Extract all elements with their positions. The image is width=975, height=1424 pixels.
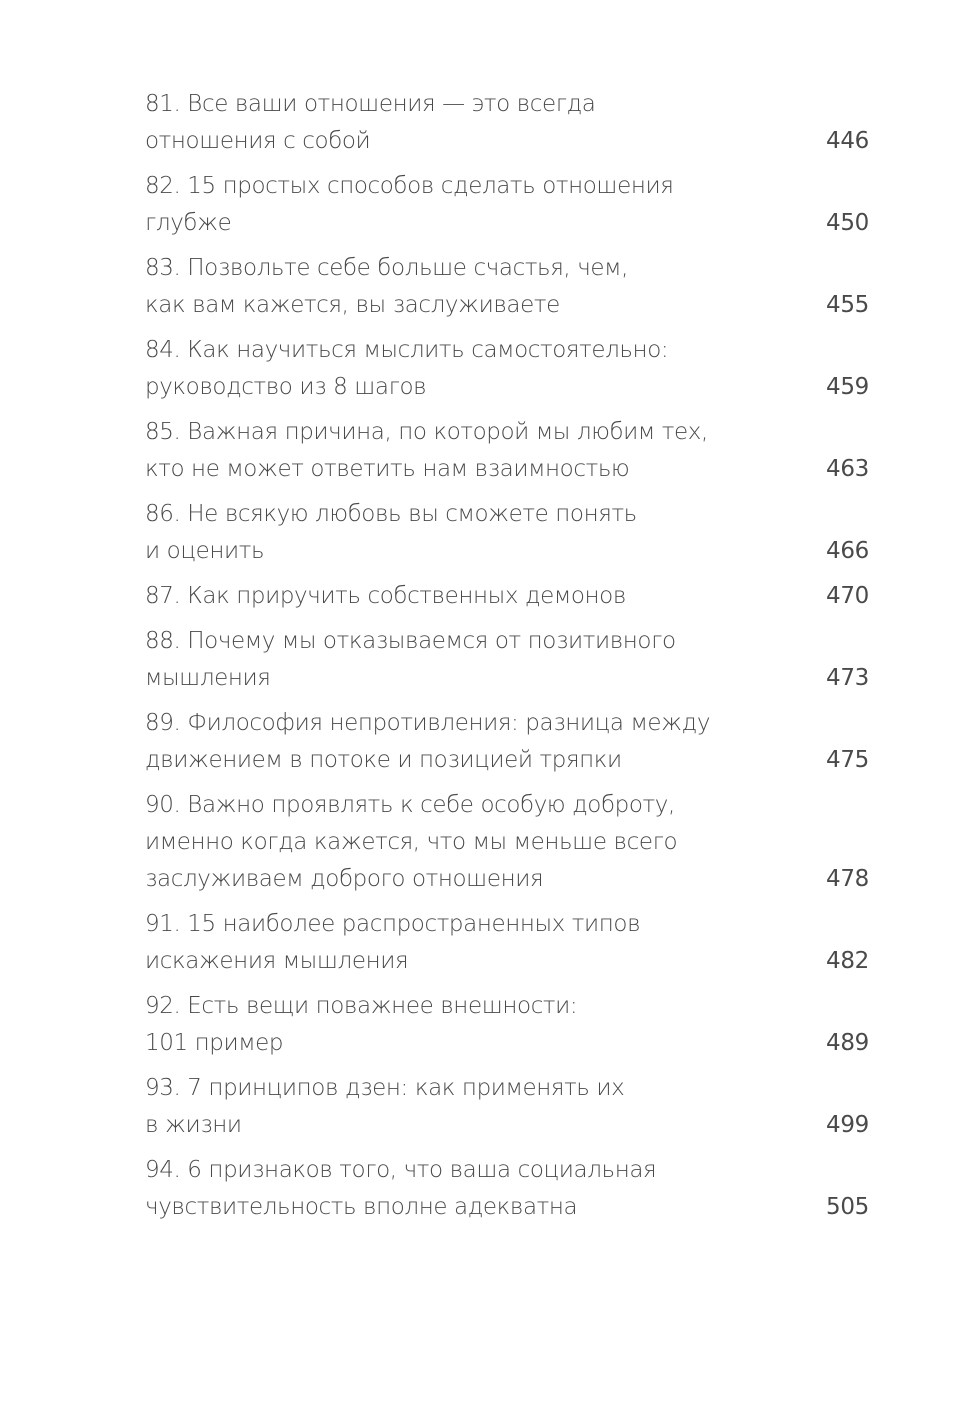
toc-entry-title: 91. 15 наиболее распространенных типов ис… [145,906,641,980]
toc-entry: 94. 6 признаков того, что ваша социальна… [145,1152,869,1226]
toc-entry-title: 82. 15 простых способов сделать отношени… [145,168,674,242]
toc-entry-title-line: 81. Все ваши отношения — это всегда [145,91,596,117]
toc-entry-title-line: 82. 15 простых способов сделать отношени… [145,173,674,199]
toc-entry-title-line: 93. 7 принципов дзен: как применять их [145,1075,625,1101]
toc-entry-title-line: именно когда кажется, что мы меньше всег… [145,829,678,855]
toc-entry-title-line: 83. Позвольте себе больше счастья, чем, [145,255,629,281]
toc-entry: 85. Важная причина, по которой мы любим … [145,414,869,488]
toc-entry-title: 90. Важно проявлять к себе особую доброт… [145,787,678,898]
toc-entry-title: 88. Почему мы отказываемся от позитивног… [145,623,676,697]
toc-entry-title: 85. Важная причина, по которой мы любим … [145,414,708,488]
toc-entry-page-number: 475 [826,747,869,773]
table-of-contents: 81. Все ваши отношения — это всегда отнош… [145,86,869,1234]
toc-entry-title: 92. Есть вещи поважнее внешности: 101 при… [145,988,578,1062]
toc-entry-page-number: 473 [826,665,869,691]
toc-entry-title-line: 101 пример [145,1030,284,1056]
toc-entry: 84. Как научиться мыслить самостоятельно… [145,332,869,406]
toc-entry-title: 93. 7 принципов дзен: как применять их в … [145,1070,625,1144]
toc-entry-page-number: 463 [826,456,869,482]
toc-entry-title: 94. 6 признаков того, что ваша социальна… [145,1152,657,1226]
toc-entry-page-number: 478 [826,866,869,892]
toc-entry-page-number: 459 [826,374,869,400]
toc-entry-title: 86. Не всякую любовь вы сможете понять и … [145,496,637,570]
toc-entry: 93. 7 принципов дзен: как применять их в … [145,1070,869,1144]
toc-entry-title: 89. Философия непротивления: разница меж… [145,705,710,779]
toc-entry-page-number: 489 [826,1030,869,1056]
toc-entry: 83. Позвольте себе больше счастья, чем, к… [145,250,869,324]
toc-entry: 91. 15 наиболее распространенных типов ис… [145,906,869,980]
toc-entry: 86. Не всякую любовь вы сможете понять и … [145,496,869,570]
toc-entry-title: 81. Все ваши отношения — это всегда отнош… [145,86,596,160]
toc-entry-title-line: 91. 15 наиболее распространенных типов [145,911,641,937]
toc-entry-title-line: в жизни [145,1112,242,1138]
toc-entry: 88. Почему мы отказываемся от позитивног… [145,623,869,697]
toc-entry-page-number: 450 [826,210,869,236]
toc-entry: 90. Важно проявлять к себе особую доброт… [145,787,869,898]
toc-entry-title-line: 88. Почему мы отказываемся от позитивног… [145,628,676,654]
toc-entry-title-line: чувствительность вполне адекватна [145,1194,578,1220]
toc-entry-title-line: и оценить [145,538,265,564]
toc-entry-page-number: 455 [826,292,869,318]
toc-entry-title-line: кто не может ответить нам взаимностью [145,456,630,482]
toc-entry-title-line: искажения мышления [145,948,409,974]
toc-entry-title-line: 90. Важно проявлять к себе особую доброт… [145,792,675,818]
toc-entry-title-line: 85. Важная причина, по которой мы любим … [145,419,708,445]
toc-entry-page-number: 482 [826,948,869,974]
toc-entry-title-line: движением в потоке и позицией тряпки [145,747,622,773]
toc-entry: 87. Как приручить собственных демонов 470 [145,578,869,615]
toc-entry-title-line: руководство из 8 шагов [145,374,427,400]
toc-entry-page-number: 446 [826,128,869,154]
toc-entry: 89. Философия непротивления: разница меж… [145,705,869,779]
toc-entry-page-number: 505 [826,1194,869,1220]
toc-entry: 81. Все ваши отношения — это всегда отнош… [145,86,869,160]
toc-entry-title-line: заслуживаем доброго отношения [145,866,544,892]
toc-entry: 92. Есть вещи поважнее внешности: 101 при… [145,988,869,1062]
toc-entry-title-line: 94. 6 признаков того, что ваша социальна… [145,1157,657,1183]
toc-entry-title-line: как вам кажется, вы заслуживаете [145,292,560,318]
toc-entry-title-line: 89. Философия непротивления: разница меж… [145,710,711,736]
toc-entry-page-number: 470 [826,583,869,609]
toc-entry-title-line: глубже [145,210,232,236]
toc-entry-title: 84. Как научиться мыслить самостоятельно… [145,332,669,406]
toc-entry-title-line: 87. Как приручить собственных демонов [145,583,626,609]
toc-entry-title-line: 92. Есть вещи поважнее внешности: [145,993,578,1019]
toc-entry-title-line: отношения с собой [145,128,371,154]
toc-entry-title: 83. Позвольте себе больше счастья, чем, к… [145,250,628,324]
toc-entry-title-line: 84. Как научиться мыслить самостоятельно… [145,337,669,363]
toc-entry-title: 87. Как приручить собственных демонов [145,578,626,615]
toc-entry-title-line: 86. Не всякую любовь вы сможете понять [145,501,637,527]
toc-entry-title-line: мышления [145,665,271,691]
toc-entry-page-number: 499 [826,1112,869,1138]
toc-entry: 82. 15 простых способов сделать отношени… [145,168,869,242]
toc-entry-page-number: 466 [826,538,869,564]
